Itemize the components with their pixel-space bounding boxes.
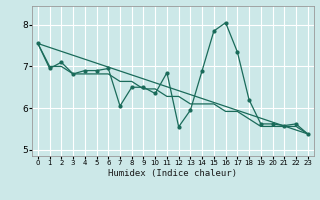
X-axis label: Humidex (Indice chaleur): Humidex (Indice chaleur) — [108, 169, 237, 178]
